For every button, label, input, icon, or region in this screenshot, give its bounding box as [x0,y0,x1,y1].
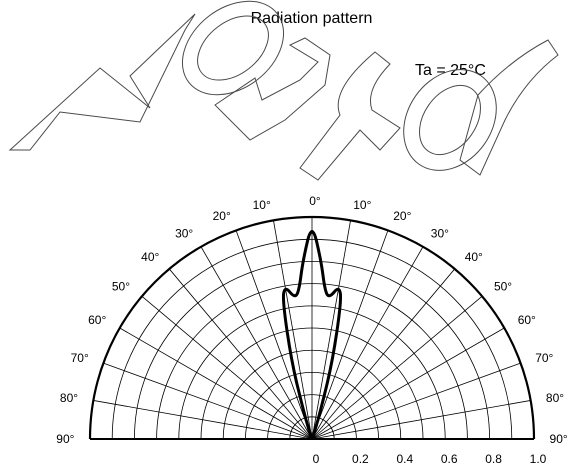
angle-label-right: 60° [518,313,536,327]
grid-spoke [119,327,313,440]
grid-spoke [273,220,313,440]
chart-title: Radiation pattern [250,10,373,27]
grid-spoke [311,362,521,440]
angle-label-left: 30° [175,226,193,240]
watermark-not-for [8,0,559,181]
angle-label-right: 90° [550,432,568,446]
radial-tick-label: 1.0 [530,452,547,466]
radial-tick-label: 0.4 [396,452,413,466]
radial-tick-label: 0.2 [352,452,369,466]
angle-label-right: 40° [465,250,483,264]
grid-spoke [103,362,313,440]
grid-spoke [311,246,424,440]
grid-spoke [311,295,483,440]
grid-spoke [235,230,313,440]
angle-label-right: 30° [431,226,449,240]
radial-tick-label: 0.6 [441,452,458,466]
angle-label-left: 70° [71,351,89,365]
grid-spoke [311,400,531,440]
angle-label-0: 0° [309,194,321,208]
radial-tick-label: 0 [313,452,320,466]
grid-spoke [311,268,456,440]
angle-label-left: 90° [56,432,74,446]
angle-label-left: 10° [253,198,271,212]
angle-label-left: 50° [112,279,130,293]
angle-label-right: 50° [494,279,512,293]
grid-spoke [93,400,313,440]
angle-label-left: 60° [88,313,106,327]
polar-grid [88,215,536,440]
angle-label-right: 80° [546,391,564,405]
series-radiation-lobe [281,229,343,441]
grid-spoke [311,220,351,440]
angle-label-right: 70° [535,351,553,365]
angle-label-right: 10° [353,198,371,212]
series-layer [281,229,343,441]
angle-label-left: 20° [213,209,231,223]
tick-labels: 0° 10° 20° 30° 40° 50° 60° 70° 80° 90° 10° 20° 30° 40… [56,194,568,466]
radial-tick-label: 0.8 [485,452,502,466]
angle-label-left: 40° [141,250,159,264]
grid-spoke [141,295,313,440]
grid-spoke [311,327,505,440]
grid-spoke [311,230,389,440]
angle-label-left: 80° [60,391,78,405]
grid-spoke [168,268,313,440]
grid-spoke [200,246,313,440]
angle-label-right: 20° [393,209,411,223]
